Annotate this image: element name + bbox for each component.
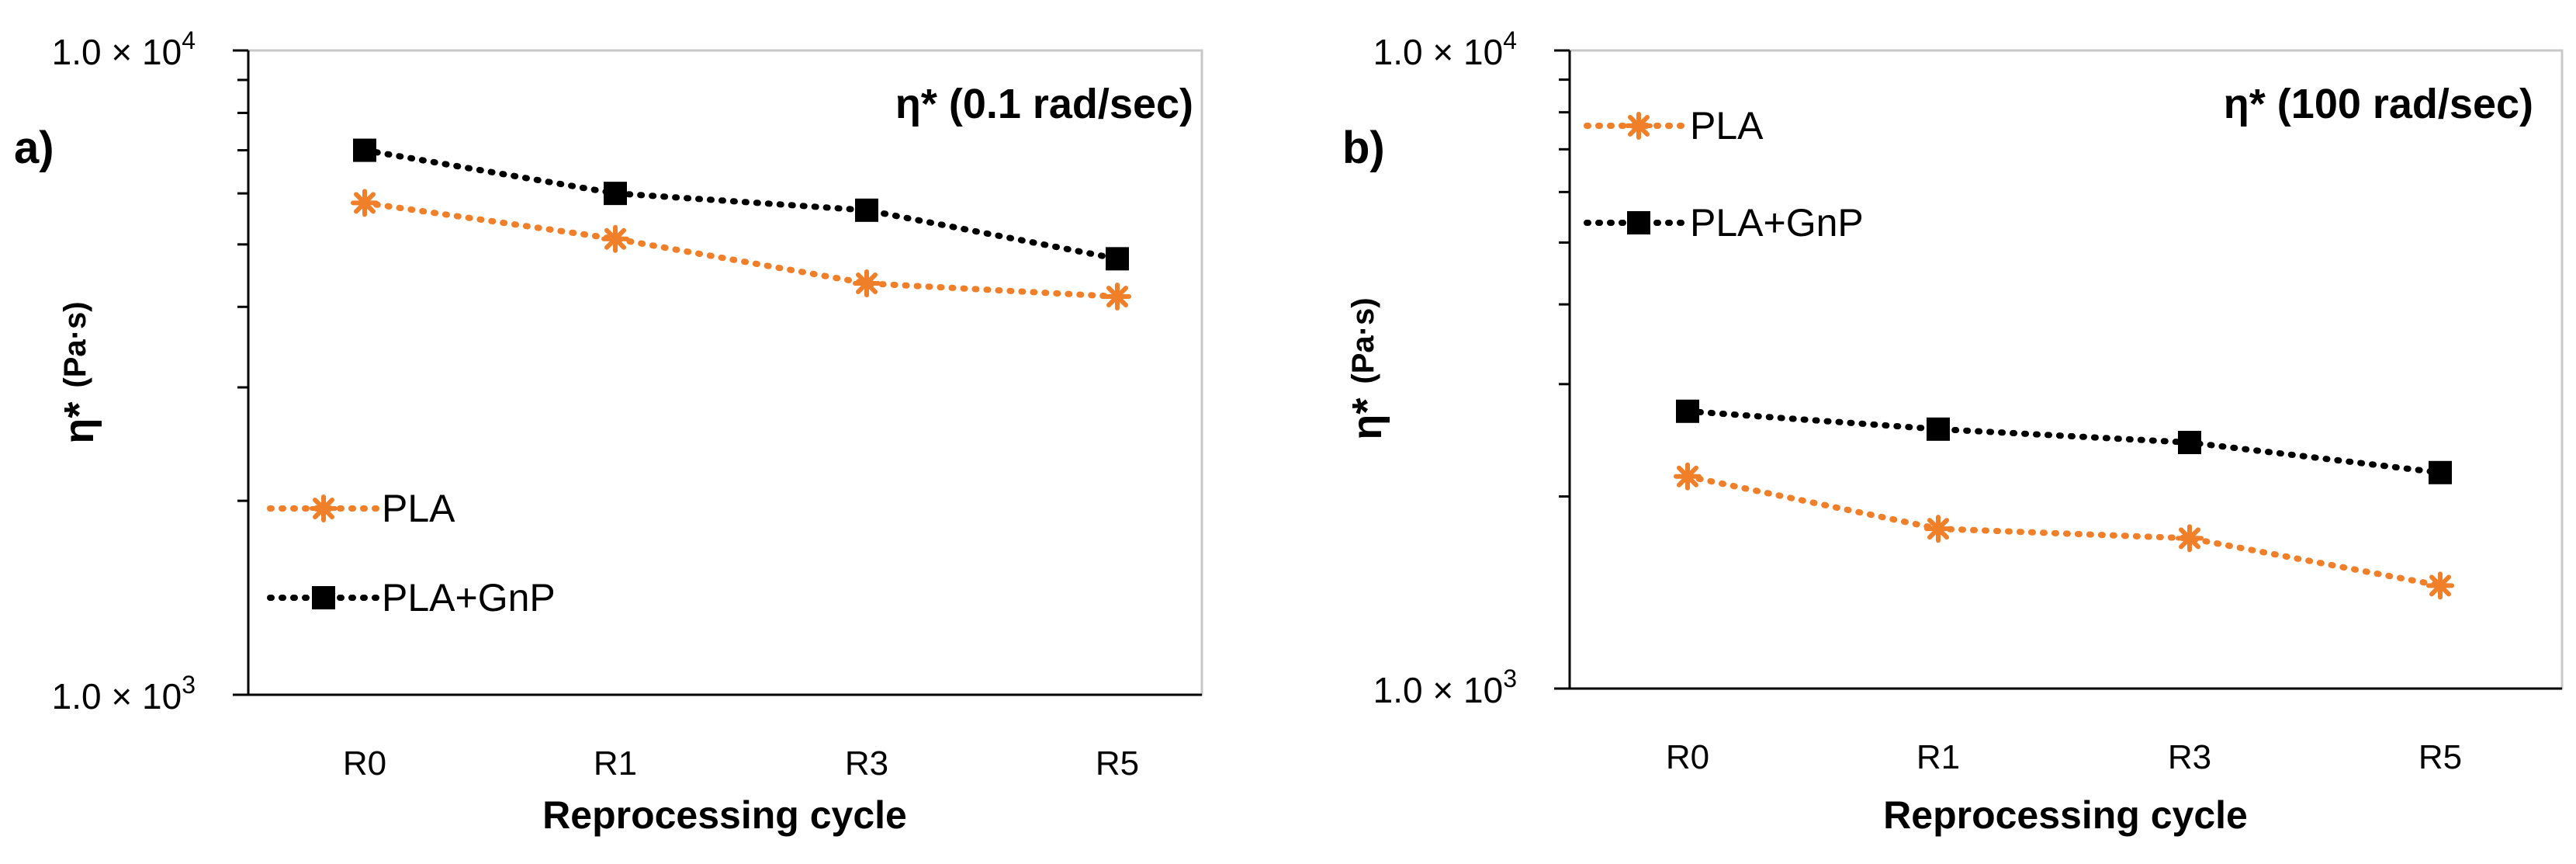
data-point-asterisk [2426,571,2454,600]
x-tick-label: R0 [1666,738,1709,776]
x-axis-title: Reprocessing cycle [542,793,907,837]
x-tick-label: R5 [2418,738,2462,776]
y-ticks [1554,49,1570,690]
data-point-square [1927,417,1950,441]
x-tick-label: R3 [845,744,888,782]
legend-label: PLA+GnP [382,576,556,619]
data-point-square [2178,431,2201,455]
y-tick-label-bottom: 1.0 × 103 [1373,664,1517,710]
legend-square-marker [1627,211,1650,234]
legend-label: PLA [1690,104,1764,147]
y-tick-label-top: 1.0 × 104 [52,26,196,72]
series-layer [351,138,1131,311]
data-point-asterisk [1674,462,1702,491]
x-tick-labels: R0 R1 R3 R5 [343,744,1139,782]
x-tick-labels: R0 R1 R3 R5 [1666,738,2462,776]
y-tick-label-bottom: 1.0 × 103 [52,671,196,717]
x-tick-label: R5 [1096,744,1139,782]
legend-square-marker [312,586,335,609]
series-layer [1674,399,2454,600]
data-point-square [2429,460,2452,484]
legend-asterisk-marker [1625,112,1653,140]
panel-label: b) [1342,123,1385,173]
legend-item-pla: PLA [1584,104,1764,147]
x-tick-label: R1 [1916,738,1960,776]
y-axis-title: η*(Pa·s) [1344,297,1390,439]
data-point-square [353,138,376,162]
legend-label: PLA [382,487,455,530]
chart-panel-a: 1.0 × 104 1.0 × 103 η*(Pa·s) Reprocessin… [14,26,1203,837]
legend-label: PLA+GnP [1690,201,1864,245]
legend-item-pla-gnp: PLA+GnP [1584,201,1864,245]
series-line-pla [1684,473,2443,589]
x-tick-label: R3 [2168,738,2211,776]
legend-item-pla-gnp: PLA+GnP [267,576,556,619]
panel-label: a) [14,123,54,173]
legend: PLA PLA+GnP [267,487,556,619]
legend-item-pla: PLA [267,487,455,530]
data-point-square [1106,247,1129,271]
y-axis-title: η*(Pa·s) [56,301,102,443]
series-line-pla-gnp [362,147,1120,262]
x-axis-title: Reprocessing cycle [1883,793,2248,837]
data-point-square [1676,399,1699,423]
y-ticks [233,49,248,696]
data-point-asterisk [601,224,629,253]
data-point-asterisk [1924,515,1952,543]
data-point-square [604,182,627,206]
y-tick-label-top: 1.0 × 104 [1373,26,1517,72]
data-point-asterisk [853,269,881,298]
legend-asterisk-marker [310,494,338,522]
legend: PLA PLA+GnP [1584,104,1864,245]
chart-title: η* (0.1 rad/sec) [895,81,1193,127]
data-point-asterisk [2176,524,2204,553]
x-tick-label: R1 [594,744,637,782]
series-line-pla [362,200,1120,300]
data-point-asterisk [351,189,379,217]
data-point-square [855,198,878,222]
data-point-asterisk [1103,283,1131,311]
series-line-pla-gnp [1684,408,2443,476]
x-tick-label: R0 [343,744,386,782]
chart-title: η* (100 rad/sec) [2224,81,2533,127]
chart-panel-b: 1.0 × 104 1.0 × 103 η*(Pa·s) Reprocessin… [1342,26,2564,837]
